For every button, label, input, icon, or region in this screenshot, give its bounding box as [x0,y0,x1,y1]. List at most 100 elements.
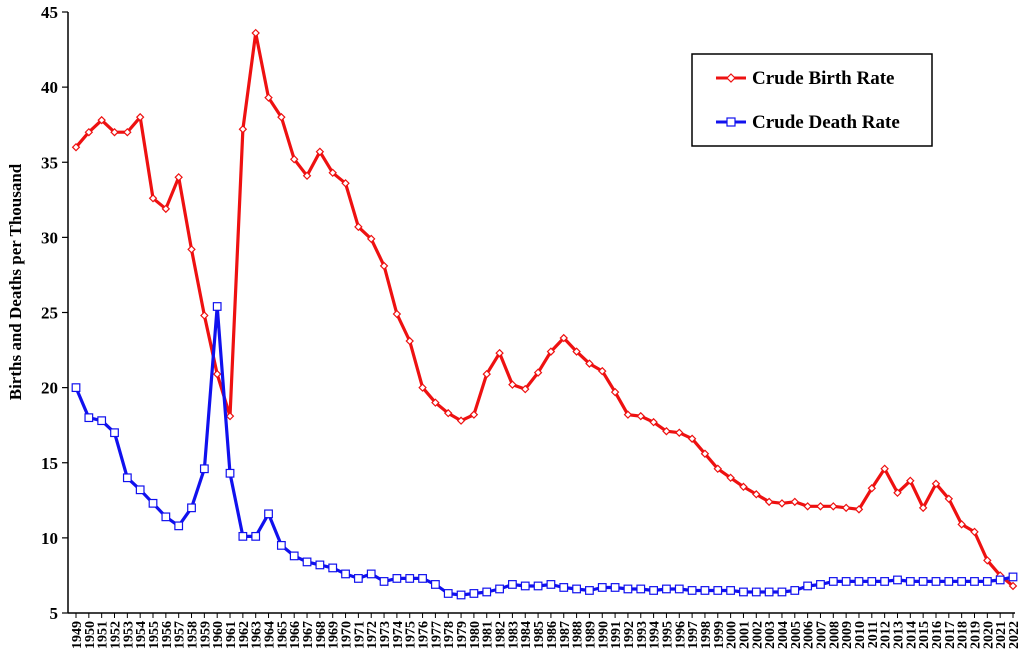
data-point-birth [123,127,132,137]
data-point-death [328,563,338,573]
data-point-death [418,574,427,583]
data-point-birth [546,347,556,356]
x-tick-label: 1991 [609,621,624,649]
x-tick-label: 1993 [635,621,650,649]
data-point-death [816,580,825,589]
data-point-birth [418,383,427,392]
data-point-death [212,302,222,311]
data-point-death [700,586,710,595]
data-point-birth [623,410,633,419]
data-point-birth [392,309,402,319]
data-point-death [841,577,851,586]
data-point-birth [572,347,581,356]
x-tick-label: 1999 [712,621,727,649]
x-tick-label: 1995 [660,621,675,649]
data-point-death [597,583,607,592]
x-tick-label: 1977 [429,621,444,649]
x-tick-label: 1965 [275,621,290,649]
data-point-death [777,587,787,597]
y-tick-label: 15 [41,454,58,473]
data-point-death [751,587,761,597]
data-point-birth [777,499,787,508]
x-tick-label: 1973 [378,621,393,649]
data-point-birth [906,476,915,486]
data-point-death [713,586,723,595]
x-tick-label: 1968 [314,621,329,649]
series-line-death [74,304,1014,597]
x-tick-label: 1988 [571,621,586,649]
data-point-death [353,574,363,583]
data-point-death [533,581,543,591]
data-point-birth [405,336,414,346]
data-point-death [957,577,967,586]
y-tick-label: 25 [41,304,58,323]
data-point-death [482,587,492,597]
data-point-birth [431,398,440,407]
data-point-death [982,577,992,586]
x-tick-label: 2001 [737,621,752,649]
data-point-birth [533,368,543,377]
x-tick-label: 2010 [853,621,868,649]
data-point-birth [264,93,273,102]
data-point-death [469,589,479,598]
data-point-death [739,587,748,597]
data-point-death [276,540,286,550]
data-point-death [867,577,877,586]
y-tick-label: 5 [50,604,59,623]
data-point-death [918,577,928,586]
data-point-birth [341,179,350,188]
data-point-birth [277,112,286,122]
data-point-death [828,577,838,586]
data-point-birth [700,449,710,458]
x-tick-label: 1976 [417,621,432,649]
data-point-birth [84,127,94,137]
x-tick-label: 2012 [879,621,894,649]
data-point-death [392,574,402,583]
x-tick-label: 1962 [237,621,252,649]
data-point-birth [71,142,81,152]
data-point-birth [867,484,877,493]
x-tick-label: 1982 [494,621,509,649]
data-point-death [790,586,800,595]
x-tick-label: 1983 [506,621,521,649]
x-tick-label: 2007 [814,621,829,649]
data-point-death [366,569,376,579]
data-point-death [443,589,453,598]
data-point-birth [289,154,299,164]
x-tick-label: 1974 [391,621,406,649]
x-tick-label: 1972 [365,621,380,649]
data-point-birth [366,234,376,244]
data-point-birth [200,311,209,320]
x-tick-label: 1989 [583,621,598,649]
data-point-birth [97,115,106,125]
data-point-birth [148,194,158,203]
data-point-birth [803,502,812,511]
data-point-birth [944,494,954,504]
data-point-birth [212,369,222,379]
x-tick-label: 2008 [827,621,842,649]
y-tick-label: 35 [41,153,58,172]
data-point-death [572,584,581,594]
x-tick-label: 2000 [725,621,740,649]
x-tick-label: 2019 [968,621,983,649]
x-tick-label: 1960 [211,621,226,649]
y-axis-ticks: 5 10 15 20 25 30 35 40 45 [41,3,68,623]
x-tick-label: 1959 [198,621,213,649]
x-tick-label: 1981 [481,621,496,649]
data-point-birth [1008,581,1018,591]
data-point-death [495,584,504,594]
data-point-birth [662,426,671,436]
data-point-death [238,531,248,541]
x-tick-label: 2015 [917,621,932,649]
y-axis-label: Births and Deaths per Thousand [6,163,25,400]
data-point-death [764,587,774,597]
x-tick-label: 1985 [532,621,547,649]
series-layer [71,28,1018,600]
data-point-death [970,577,979,586]
data-point-birth [931,479,941,489]
data-point-birth [354,222,363,232]
x-tick-label: 1957 [173,621,188,649]
data-point-death [251,531,261,541]
data-point-death [520,581,530,591]
data-point-birth [482,369,491,379]
